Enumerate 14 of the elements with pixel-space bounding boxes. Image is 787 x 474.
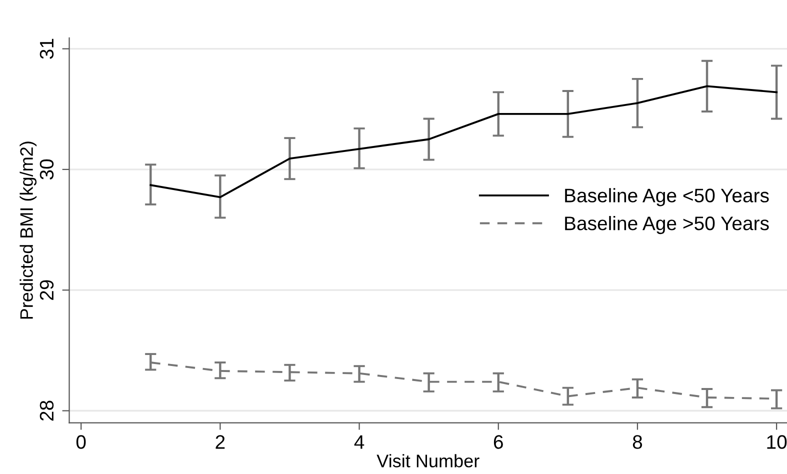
- y-tick-label: 31: [40, 38, 54, 59]
- y-tick-label: 28: [40, 400, 54, 421]
- x-tick-label: 4: [354, 435, 364, 449]
- x-tick-label: 0: [76, 435, 86, 449]
- x-tick-label: 6: [494, 435, 503, 449]
- legend-label: Baseline Age <50 Years: [565, 188, 769, 206]
- legend-label: Baseline Age >50 Years: [565, 216, 769, 234]
- x-tick-label: 10: [767, 435, 787, 449]
- y-tick-label: 30: [40, 159, 54, 180]
- y-tick-label: 29: [40, 280, 54, 300]
- x-axis-title: Visit Number: [376, 454, 480, 468]
- x-tick-label: 2: [216, 435, 225, 449]
- x-tick-label: 8: [632, 435, 642, 449]
- y-axis-title: Predicted BMI (kg/m2): [20, 142, 37, 319]
